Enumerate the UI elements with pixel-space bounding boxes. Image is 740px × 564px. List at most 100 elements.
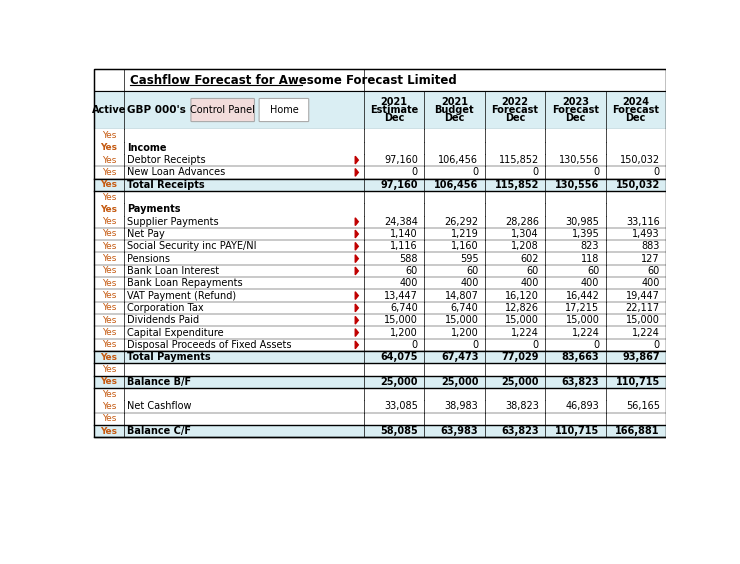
Bar (94, 203, 666, 215)
Text: 15,000: 15,000 (565, 315, 599, 325)
Text: 28,286: 28,286 (505, 217, 539, 227)
Text: Income: Income (127, 143, 167, 153)
Text: 150,032: 150,032 (619, 155, 660, 165)
Text: 56,165: 56,165 (626, 402, 660, 412)
Text: Yes: Yes (101, 402, 116, 411)
Text: 38,823: 38,823 (505, 402, 539, 412)
Text: 97,160: 97,160 (384, 155, 418, 165)
Bar (94, 363, 666, 376)
Text: Yes: Yes (101, 168, 116, 177)
Text: Yes: Yes (101, 328, 116, 337)
Text: Total Payments: Total Payments (127, 352, 211, 362)
Text: Budget: Budget (434, 105, 474, 115)
Text: 400: 400 (460, 278, 479, 288)
Text: 19,447: 19,447 (626, 290, 660, 301)
Text: New Loan Advances: New Loan Advances (127, 168, 226, 178)
Text: 38,983: 38,983 (445, 402, 479, 412)
Text: 77,029: 77,029 (502, 352, 539, 362)
Bar (94, 69, 666, 437)
Text: Forecast: Forecast (612, 105, 659, 115)
Text: 17,215: 17,215 (565, 303, 599, 313)
Bar (94, 91, 666, 129)
Polygon shape (355, 292, 358, 299)
Text: Debtor Receipts: Debtor Receipts (127, 155, 206, 165)
Text: 22,117: 22,117 (626, 303, 660, 313)
Text: 97,160: 97,160 (380, 180, 418, 190)
Text: Forecast: Forecast (552, 105, 599, 115)
Text: 16,442: 16,442 (565, 290, 599, 301)
Text: 1,493: 1,493 (632, 229, 660, 239)
FancyBboxPatch shape (191, 99, 255, 122)
Bar (94, 289, 666, 302)
Polygon shape (355, 316, 358, 324)
Text: Cashflow Forecast for Awesome Forecast Limited: Cashflow Forecast for Awesome Forecast L… (130, 73, 457, 86)
Bar (94, 351, 666, 363)
Text: GBP 000's: GBP 000's (127, 105, 186, 115)
Text: Dividends Paid: Dividends Paid (127, 315, 200, 325)
Text: 118: 118 (581, 254, 599, 263)
Text: Bank Loan Interest: Bank Loan Interest (127, 266, 220, 276)
Polygon shape (355, 329, 358, 336)
Polygon shape (355, 243, 358, 250)
Text: 0: 0 (593, 168, 599, 178)
FancyBboxPatch shape (259, 99, 309, 122)
Bar (94, 265, 666, 277)
Text: 33,116: 33,116 (626, 217, 660, 227)
Text: Pensions: Pensions (127, 254, 170, 263)
Text: 1,160: 1,160 (451, 241, 479, 252)
Text: 1,304: 1,304 (511, 229, 539, 239)
Text: 400: 400 (642, 278, 660, 288)
Text: 26,292: 26,292 (444, 217, 479, 227)
Bar (94, 339, 666, 351)
Text: 1,200: 1,200 (451, 328, 479, 338)
Text: 0: 0 (593, 340, 599, 350)
Text: Yes: Yes (101, 205, 117, 214)
Text: Yes: Yes (101, 279, 116, 288)
Text: Net Cashflow: Net Cashflow (127, 402, 192, 412)
Text: Yes: Yes (101, 143, 117, 152)
Text: 400: 400 (400, 278, 418, 288)
Text: 0: 0 (653, 168, 660, 178)
Bar (94, 253, 666, 265)
Text: 15,000: 15,000 (626, 315, 660, 325)
Text: Dec: Dec (444, 113, 465, 123)
Text: Yes: Yes (101, 230, 116, 239)
Text: Yes: Yes (101, 316, 116, 325)
Text: Corporation Tax: Corporation Tax (127, 303, 204, 313)
Text: 14,807: 14,807 (445, 290, 479, 301)
Text: 0: 0 (472, 340, 479, 350)
Text: 588: 588 (400, 254, 418, 263)
Text: 1,116: 1,116 (391, 241, 418, 252)
Text: Yes: Yes (101, 242, 116, 251)
Text: 823: 823 (581, 241, 599, 252)
Text: 60: 60 (587, 266, 599, 276)
Polygon shape (355, 341, 358, 349)
Bar (94, 166, 666, 179)
Text: 6,740: 6,740 (451, 303, 479, 313)
Text: Yes: Yes (101, 303, 116, 312)
Text: Yes: Yes (101, 131, 116, 140)
Text: 0: 0 (412, 168, 418, 178)
Text: Yes: Yes (101, 156, 116, 165)
Text: Balance C/F: Balance C/F (127, 426, 192, 436)
Text: 106,456: 106,456 (438, 155, 479, 165)
Text: 1,200: 1,200 (390, 328, 418, 338)
Bar (94, 376, 666, 388)
Text: Yes: Yes (101, 266, 116, 275)
Text: 110,715: 110,715 (616, 377, 660, 387)
Text: 130,556: 130,556 (555, 180, 599, 190)
Text: 115,852: 115,852 (494, 180, 539, 190)
Text: VAT Payment (Refund): VAT Payment (Refund) (127, 290, 237, 301)
Bar (94, 179, 666, 191)
Text: 60: 60 (527, 266, 539, 276)
Text: 63,983: 63,983 (441, 426, 479, 436)
Text: 0: 0 (472, 168, 479, 178)
Text: 25,000: 25,000 (502, 377, 539, 387)
Text: 2021: 2021 (441, 98, 468, 107)
Text: 595: 595 (460, 254, 479, 263)
Text: Yes: Yes (101, 352, 117, 362)
Text: Bank Loan Repayments: Bank Loan Repayments (127, 278, 243, 288)
Text: Yes: Yes (101, 415, 116, 424)
Text: 110,715: 110,715 (555, 426, 599, 436)
Text: 24,384: 24,384 (384, 217, 418, 227)
